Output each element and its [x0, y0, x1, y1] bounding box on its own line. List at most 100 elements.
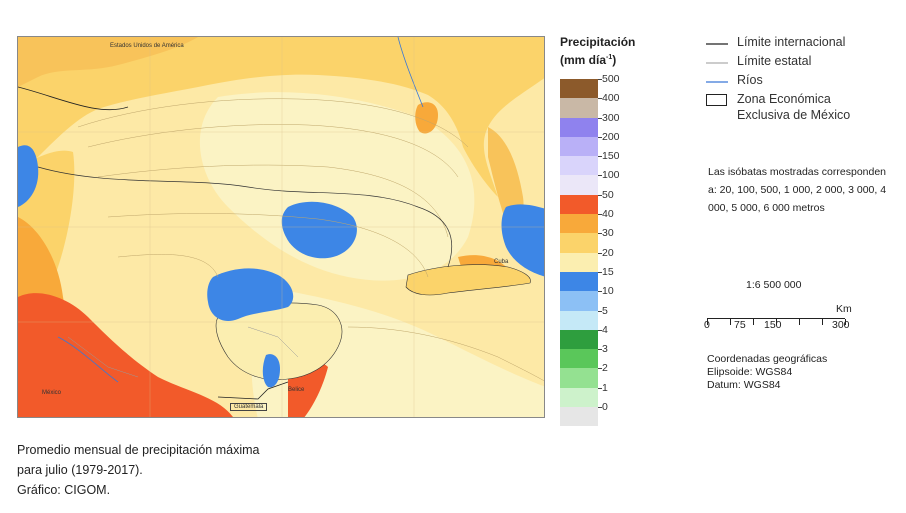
cuba-island [405, 264, 531, 296]
legend-tick-mark [598, 329, 602, 331]
legend-tick-mark [598, 271, 602, 273]
legend-units-sup: -1 [606, 54, 613, 61]
legend-units: (mm día-1) [560, 50, 635, 68]
legend-eez-line1: Zona Económica [737, 92, 831, 106]
legend-tick-mark [598, 98, 602, 100]
legend-tick-mark [598, 117, 602, 119]
legend-tick-label: 100 [602, 169, 620, 182]
legend-swatch [560, 156, 598, 176]
campeche-bank-low-rain [207, 268, 294, 322]
usa-northwest-band [18, 37, 198, 87]
legend-bin: 50 [560, 189, 640, 215]
mississippi-delta-band [415, 102, 438, 134]
legend-swatch [560, 214, 598, 234]
legend-tick-label: 40 [602, 208, 614, 221]
scale-tick [822, 319, 823, 325]
legend-tick-mark [598, 387, 602, 389]
international-boundary [217, 381, 289, 400]
coord-ellipsoid: Elipsoide: WGS84 [707, 366, 793, 378]
isobath-contour [107, 213, 429, 278]
legend-tick-label: 50 [602, 188, 614, 201]
legend-bin: 3 [560, 343, 640, 369]
isobath-contour [117, 254, 219, 278]
legend-bin: 20 [560, 247, 640, 272]
legend-swatch [560, 368, 598, 388]
legend-units-suffix: ) [612, 53, 617, 67]
legend-tick-label: 500 [602, 73, 620, 85]
legend-tick-label: 1 [602, 381, 608, 394]
yucatan-inland-low-rain [262, 354, 280, 388]
legend-tick-mark [598, 194, 602, 196]
scale-label-300: 300 [832, 319, 850, 331]
legend-swatch [560, 291, 598, 311]
legend-swatch [560, 329, 598, 350]
coord-system: Coordenadas geográficas [707, 353, 828, 365]
legend-swatch [560, 349, 598, 369]
legend-tick-mark [598, 175, 602, 177]
scale-bar-axis [707, 318, 845, 319]
legend-tick-mark [598, 252, 602, 254]
isobath-note: Las isóbatas mostradas corresponden a: 2… [708, 166, 887, 214]
legend-bin: 30 [560, 227, 640, 253]
legend-tick-mark [598, 407, 602, 409]
isobath-contour [97, 164, 449, 238]
legend-swatch [560, 252, 598, 272]
cuba-label: Cuba [494, 259, 509, 265]
legend-tick-label: 5 [602, 304, 608, 317]
color-scale-legend: 500 400 300 200 150 100 50 40 30 20 15 10 5 4 3 2 1 0 [560, 73, 640, 427]
legend-rivers: Ríos [737, 73, 763, 87]
legend-swatch [560, 175, 598, 195]
scale-label-75: 75 [734, 319, 746, 331]
legend-tick-label: 10 [602, 285, 614, 298]
legend-bin: 400 [560, 92, 640, 118]
isobath-contour [347, 326, 544, 382]
legend-title-main: Precipitación [560, 35, 636, 49]
legend-state-boundary: Límite estatal [737, 54, 812, 68]
legend-tick-label: 0 [602, 401, 608, 414]
isobath-contour [77, 98, 469, 148]
legend-swatch [560, 407, 598, 427]
legend-bin: 5 [560, 305, 640, 330]
legend-tick-label: 4 [602, 323, 608, 336]
legend-bin: 1 [560, 382, 640, 408]
caption-line-1: Promedio mensual de precipitación máxima [17, 443, 260, 457]
legend-units-prefix: (mm día [560, 53, 607, 67]
legend-swatch [560, 310, 598, 330]
legend-tick-label: 3 [602, 343, 608, 356]
legend-tick-label: 2 [602, 362, 608, 375]
legend-tick-label: 400 [602, 92, 620, 105]
scale-label-0: 0 [704, 319, 710, 331]
atlantic-low-rain [501, 204, 544, 277]
eez-box-icon [706, 94, 727, 106]
river-line-icon [706, 81, 728, 83]
river [397, 37, 424, 108]
guatemala-label: Guatemala [230, 403, 268, 411]
legend-tick-mark [598, 214, 602, 216]
usa-land [18, 37, 544, 197]
international-boundary [18, 86, 129, 111]
legend-bin: 150 [560, 150, 640, 176]
coordinate-info: Coordenadas geográficas Elipsoide: WGS84… [707, 353, 827, 392]
scale-ratio: 1:6 500 000 [746, 279, 802, 291]
legend-tick-label: 30 [602, 227, 614, 240]
legend-tick-mark [598, 136, 602, 138]
usa-label: Estados Unidos de América [110, 43, 184, 49]
legend-tick-label: 20 [602, 246, 614, 259]
gulf-center-low-rain [281, 201, 357, 259]
scale-tick [730, 319, 731, 325]
figure-caption: Promedio mensual de precipitación máxima… [17, 440, 259, 500]
legend-bin: 15 [560, 266, 640, 292]
legend-bin: 300 [560, 112, 640, 137]
legend-swatch [560, 387, 598, 408]
state-boundary [247, 326, 299, 358]
legend-swatch [560, 271, 598, 292]
legend-tick-mark [598, 291, 602, 293]
scale-tick [776, 319, 777, 325]
legend-tick-mark [598, 233, 602, 235]
legend-tick-label: 150 [602, 150, 620, 163]
legend-tick-label: 15 [602, 265, 614, 278]
legend-swatch [560, 136, 598, 157]
legend-bin: 100 [560, 169, 640, 195]
legend-swatch [560, 194, 598, 215]
scale-label-150: 150 [764, 319, 782, 331]
